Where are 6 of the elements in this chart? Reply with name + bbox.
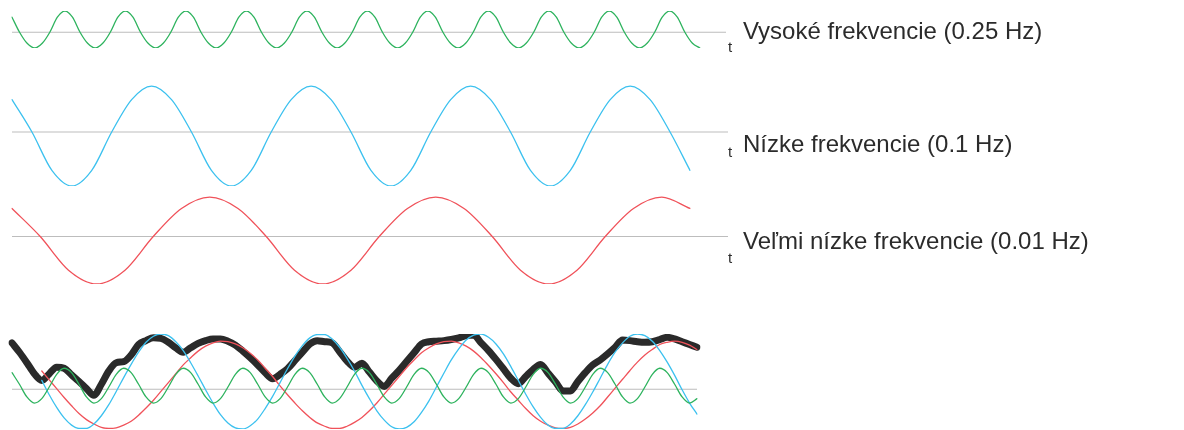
text: Nízke frekvencie (0.1 Hz) [743, 129, 1013, 157]
x-axis-title: t [728, 38, 733, 56]
series-label: Vysoké frekvencie (0.25 Hz) [743, 16, 1043, 44]
text: Veľmi nízke frekvencie (0.01 Hz) [743, 226, 1089, 254]
x-axis-title: t [728, 248, 733, 266]
x-axis-title: t [728, 143, 733, 161]
